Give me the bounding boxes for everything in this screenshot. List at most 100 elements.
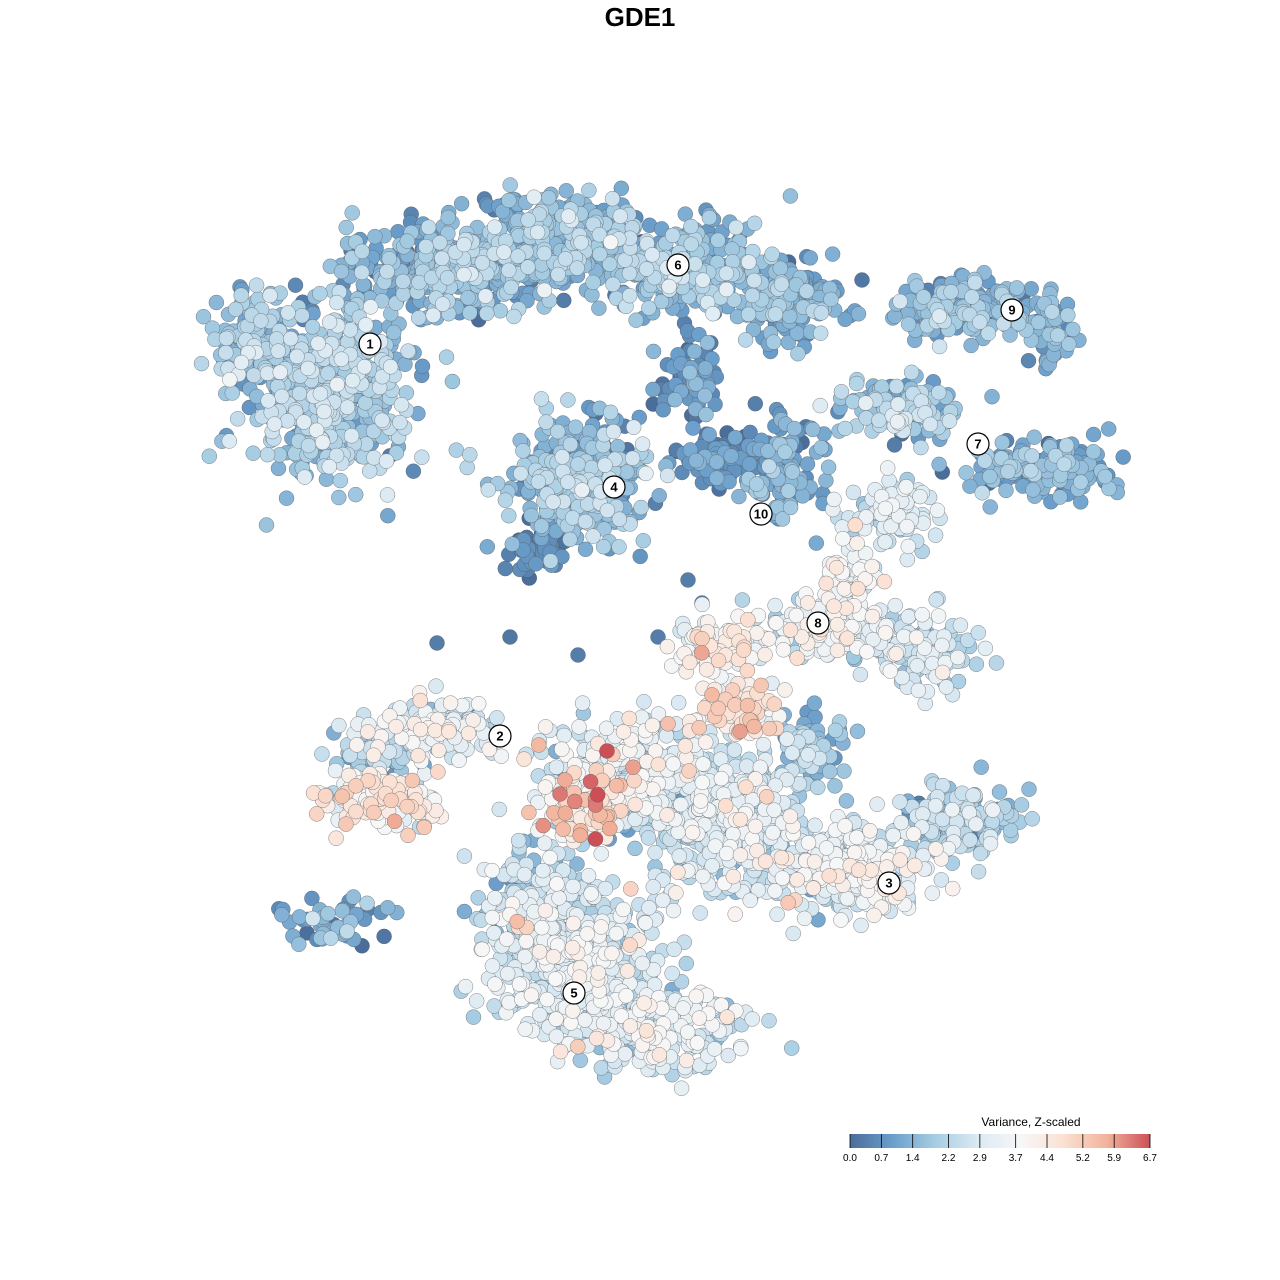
scatter-point <box>491 801 508 818</box>
scatter-point <box>647 844 663 861</box>
scatter-point <box>708 470 725 486</box>
scatter-point <box>746 272 762 289</box>
scatter-point <box>570 647 586 663</box>
scatter-point <box>356 359 373 375</box>
scatter-point <box>465 1009 482 1025</box>
scatter-point <box>628 312 644 328</box>
scatter-point <box>963 337 979 354</box>
scatter-point <box>339 923 355 940</box>
scatter-point <box>331 489 347 506</box>
scatter-point <box>193 355 210 372</box>
scatter-point <box>605 276 621 293</box>
scatter-point <box>444 373 461 390</box>
scatter-point <box>577 513 594 530</box>
scatter-point <box>727 429 743 446</box>
scatter-point <box>572 1052 589 1069</box>
scatter-point <box>886 437 903 453</box>
scatter-point <box>968 656 985 672</box>
scatter-point <box>358 317 374 333</box>
scatter-point <box>710 232 726 249</box>
scatter-point <box>812 397 828 414</box>
scatter-point <box>887 597 903 614</box>
scatter-point <box>414 449 430 465</box>
scatter-point <box>501 192 517 209</box>
scatter-point <box>931 308 948 324</box>
scatter-point <box>280 305 296 321</box>
scatter-point <box>274 907 290 923</box>
scatter-point <box>456 848 473 864</box>
scatter-point <box>312 385 329 402</box>
scatter-point <box>737 332 754 348</box>
scatter-point <box>497 560 514 577</box>
scatter-point <box>287 277 304 293</box>
scatter-point <box>448 442 465 458</box>
scatter-point <box>253 313 269 329</box>
scatter-point <box>456 903 473 920</box>
scatter-point <box>405 463 422 479</box>
chart-title: GDE1 <box>605 2 676 32</box>
scatter-point <box>604 190 621 207</box>
scatter-point <box>258 517 275 533</box>
scatter-point <box>504 536 521 552</box>
scatter-point <box>1009 280 1025 296</box>
scatter-point <box>667 391 683 408</box>
scatter-point <box>645 343 662 360</box>
scatter-point <box>928 592 944 608</box>
scatter-point <box>1044 304 1060 320</box>
scatter-point <box>367 228 383 245</box>
scatter-point <box>262 287 278 304</box>
scatter-point <box>489 710 505 726</box>
scatter-point <box>344 205 360 221</box>
scatter-point <box>800 747 816 763</box>
scatter-point <box>279 413 296 429</box>
scatter-point <box>943 284 959 300</box>
scatter-point <box>460 290 476 306</box>
scatter-point <box>915 289 932 305</box>
scatter-point <box>806 695 823 711</box>
scatter-point <box>314 746 330 762</box>
scatter-point <box>533 391 550 407</box>
scatter-point <box>767 306 784 322</box>
scatter-point <box>1023 463 1039 479</box>
scatter-point <box>683 218 699 235</box>
scatter-point <box>633 499 649 516</box>
scatter-point <box>970 863 987 880</box>
scatter-point <box>573 234 589 251</box>
scatter-point <box>496 244 512 260</box>
scatter-point <box>678 955 695 972</box>
scatter-point <box>502 629 518 645</box>
scatter-point <box>440 209 456 226</box>
scatter-point <box>718 265 735 282</box>
scatter-point <box>761 1012 777 1029</box>
scatter-point <box>967 274 983 291</box>
scatter-point <box>560 208 577 224</box>
scatter-point <box>599 502 616 519</box>
scatter-point <box>260 393 276 409</box>
scatter-point <box>229 411 246 427</box>
scatter-point <box>1026 429 1042 445</box>
scatter-point <box>224 385 241 401</box>
scatter-point <box>664 227 681 244</box>
scatter-point <box>399 233 416 249</box>
scatter-point <box>613 180 630 197</box>
scatter-point <box>554 449 571 465</box>
scatter-point <box>688 452 704 469</box>
scatter-point <box>1000 463 1016 480</box>
scatter-point <box>1060 307 1076 323</box>
scatter-point <box>794 488 811 504</box>
scatter-point <box>808 535 825 551</box>
scatter-point <box>379 487 396 503</box>
scatter-point <box>374 412 390 429</box>
scatter-point <box>376 928 392 945</box>
scatter-point <box>497 492 514 508</box>
scatter-point <box>312 285 328 302</box>
scatter-point <box>310 335 326 352</box>
scatter-point <box>638 261 655 277</box>
scatter-point <box>640 830 657 846</box>
scatter-point <box>952 617 969 633</box>
scatter-point <box>965 787 981 804</box>
scatter-point <box>359 895 375 912</box>
scatter-point <box>837 311 853 328</box>
scatter-point <box>785 925 801 942</box>
